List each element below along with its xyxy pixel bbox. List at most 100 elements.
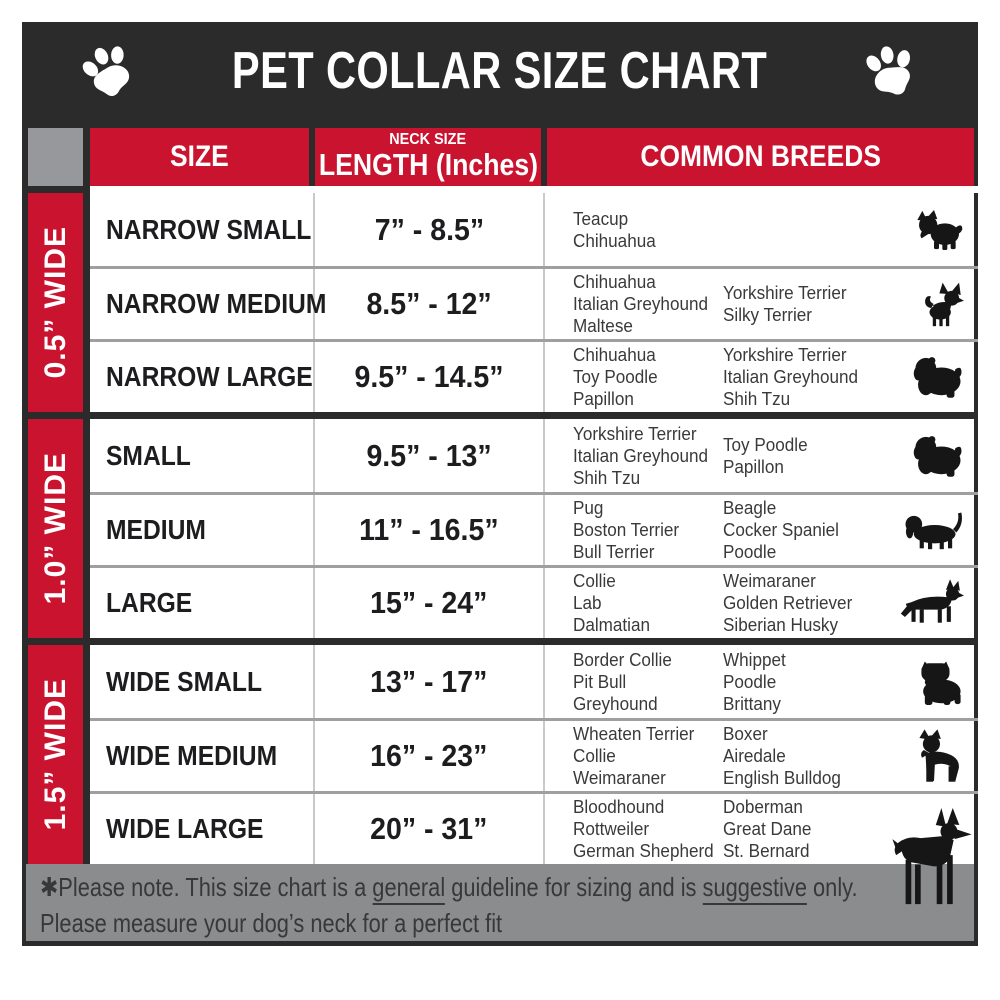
neck-length-value: 11” - 16.5” bbox=[359, 512, 499, 547]
breed-name: Maltese bbox=[573, 316, 633, 336]
breed-list-secondary: Doberman Great Dane St. Bernard bbox=[723, 796, 811, 862]
breed-list-primary: Collie Lab Dalmatian bbox=[573, 570, 716, 636]
neck-length-cell: 9.5” - 13” bbox=[315, 419, 545, 492]
title-bar: PET COLLAR SIZE CHART bbox=[22, 22, 978, 120]
breed-list-secondary: Yorkshire Terrier Italian Greyhound Shih T… bbox=[723, 344, 858, 410]
neck-length-cell: 13” - 17” bbox=[315, 645, 545, 718]
chart-frame: PET COLLAR SIZE CHART SIZE NECK SIZE LEN… bbox=[22, 22, 978, 946]
width-group-section: 0.5” WIDE NARROW SMALL 7” - 8.5” Teacup Chih… bbox=[22, 193, 978, 412]
breed-name: Doberman bbox=[723, 797, 803, 817]
breed-list-primary: Wheaten Terrier Collie Weimaraner bbox=[573, 723, 716, 789]
neck-length-cell: 11” - 16.5” bbox=[315, 495, 545, 565]
breeds-cell: Yorkshire Terrier Italian Greyhound Shih T… bbox=[545, 419, 978, 492]
breed-name: Chihuahua bbox=[573, 230, 656, 251]
neck-length-cell: 9.5” - 14.5” bbox=[315, 342, 545, 412]
breed-name: Toy Poodle bbox=[573, 367, 658, 387]
breed-name: Italian Greyhound bbox=[573, 445, 708, 466]
breed-list-primary: Border Collie Pit Bull Greyhound bbox=[573, 649, 716, 715]
breed-name: Cocker Spaniel bbox=[723, 520, 839, 540]
breed-name: Papillon bbox=[723, 456, 784, 477]
table-row: WIDE SMALL 13” - 17” Border Collie Pit Bull… bbox=[90, 645, 978, 718]
breed-name: Italian Greyhound bbox=[573, 294, 708, 314]
german-shepherd-icon bbox=[900, 579, 964, 627]
size-cell: SMALL bbox=[90, 419, 315, 492]
size-cell: WIDE SMALL bbox=[90, 645, 315, 718]
neck-length-value: 15” - 24” bbox=[370, 585, 488, 620]
breed-name: Yorkshire Terrier bbox=[723, 283, 847, 303]
breed-name: Greyhound bbox=[573, 693, 658, 714]
breeds-cell: Chihuahua Toy Poodle Papillon Yorkshire Ter… bbox=[545, 342, 978, 412]
width-group-label-cell: 1.5” WIDE bbox=[22, 645, 90, 864]
size-label: LARGE bbox=[106, 587, 193, 618]
breed-list-primary: Chihuahua Italian Greyhound Maltese bbox=[573, 271, 716, 337]
breed-list-primary: Yorkshire Terrier Italian Greyhound Shih T… bbox=[573, 423, 716, 489]
shih-tzu-icon bbox=[912, 434, 964, 478]
breed-name: Silky Terrier bbox=[723, 305, 813, 325]
breed-name: German Shepherd bbox=[573, 841, 714, 861]
breed-name: English Bulldog bbox=[723, 768, 841, 788]
breeds-cell: Collie Lab Dalmatian Weimaraner Golden Retri… bbox=[545, 568, 978, 638]
pit-bull-icon bbox=[916, 729, 964, 783]
table-header-row: SIZE NECK SIZE LENGTH (Inches) COMMON BR… bbox=[22, 120, 978, 186]
breed-name: Pit Bull bbox=[573, 671, 627, 692]
breed-name: Shih Tzu bbox=[723, 389, 791, 409]
group-rows: WIDE SMALL 13” - 17” Border Collie Pit Bull… bbox=[90, 645, 978, 905]
breed-list-secondary: Whippet Poodle Brittany bbox=[723, 649, 786, 715]
footnote-line-2: Please measure your dog’s neck for a per… bbox=[40, 908, 503, 938]
breed-name: Rottweiler bbox=[573, 819, 650, 839]
breed-name: Poodle bbox=[723, 542, 777, 562]
neck-length-value: 16” - 23” bbox=[370, 738, 488, 773]
breed-name: Italian Greyhound bbox=[723, 367, 858, 387]
breed-list-primary: Pug Boston Terrier Bull Terrier bbox=[573, 497, 716, 563]
size-cell: NARROW MEDIUM bbox=[90, 269, 326, 339]
size-label: WIDE LARGE bbox=[106, 813, 264, 844]
breed-name: Toy Poodle bbox=[723, 434, 808, 455]
breed-name: Great Dane bbox=[723, 819, 812, 839]
breed-name: Pug bbox=[573, 498, 604, 518]
breed-name: Teacup bbox=[573, 208, 629, 229]
width-group-section: 1.0” WIDE SMALL 9.5” - 13” Yorkshire Terrie… bbox=[22, 412, 978, 638]
neck-length-value: 20” - 31” bbox=[370, 811, 488, 846]
table-body: 0.5” WIDE NARROW SMALL 7” - 8.5” Teacup Chih… bbox=[22, 193, 978, 905]
breed-name: Dalmatian bbox=[573, 615, 650, 635]
neck-length-value: 7” - 8.5” bbox=[374, 211, 484, 247]
breed-name: Yorkshire Terrier bbox=[573, 423, 697, 444]
footnote-text: guideline for sizing and is bbox=[445, 872, 703, 902]
column-header-neck-length: NECK SIZE LENGTH (Inches) bbox=[315, 128, 547, 186]
breed-name: Brittany bbox=[723, 693, 781, 714]
breed-name: Collie bbox=[573, 746, 616, 766]
neck-length-cell: 16” - 23” bbox=[315, 721, 545, 791]
footnote-text: ✱Please note. This size chart is a bbox=[40, 872, 373, 902]
column-header-common-breeds: COMMON BREEDS bbox=[547, 128, 978, 186]
width-group-label: 0.5” WIDE bbox=[38, 226, 72, 379]
breed-name: Papillon bbox=[573, 389, 634, 409]
shih-tzu-icon bbox=[912, 355, 964, 399]
size-label: MEDIUM bbox=[106, 514, 206, 545]
width-group-label: 1.5” WIDE bbox=[38, 678, 72, 831]
breed-list-secondary: Boxer Airedale English Bulldog bbox=[723, 723, 841, 789]
breed-name: Boston Terrier bbox=[573, 520, 680, 540]
footnote-underlined-word: suggestive bbox=[702, 872, 807, 905]
length-inches-label: LENGTH (Inches) bbox=[318, 147, 538, 183]
neck-length-value: 9.5” - 14.5” bbox=[354, 359, 504, 394]
footnote-underlined-word: general bbox=[372, 872, 446, 905]
size-cell: WIDE MEDIUM bbox=[90, 721, 315, 791]
group-rows: SMALL 9.5” - 13” Yorkshire Terrier Italian … bbox=[90, 419, 978, 638]
corner-cell bbox=[22, 128, 90, 186]
width-group-label-cell: 1.0” WIDE bbox=[22, 419, 90, 638]
breed-name: St. Bernard bbox=[723, 841, 810, 861]
breed-name: Golden Retriever bbox=[723, 593, 853, 613]
breed-name: Yorkshire Terrier bbox=[723, 345, 847, 365]
size-cell: NARROW LARGE bbox=[90, 342, 315, 412]
size-cell: MEDIUM bbox=[90, 495, 315, 565]
breed-name: Poodle bbox=[723, 671, 777, 692]
paw-print-icon bbox=[73, 38, 145, 107]
neck-length-cell: 8.5” - 12” bbox=[315, 269, 545, 339]
size-label: SMALL bbox=[106, 439, 191, 471]
column-header-size: SIZE bbox=[90, 128, 315, 186]
column-header-breeds-label: COMMON BREEDS bbox=[640, 140, 881, 173]
breed-name: Wheaten Terrier bbox=[573, 724, 695, 744]
breed-name: Bloodhound bbox=[573, 797, 665, 817]
size-label: WIDE MEDIUM bbox=[106, 740, 278, 771]
